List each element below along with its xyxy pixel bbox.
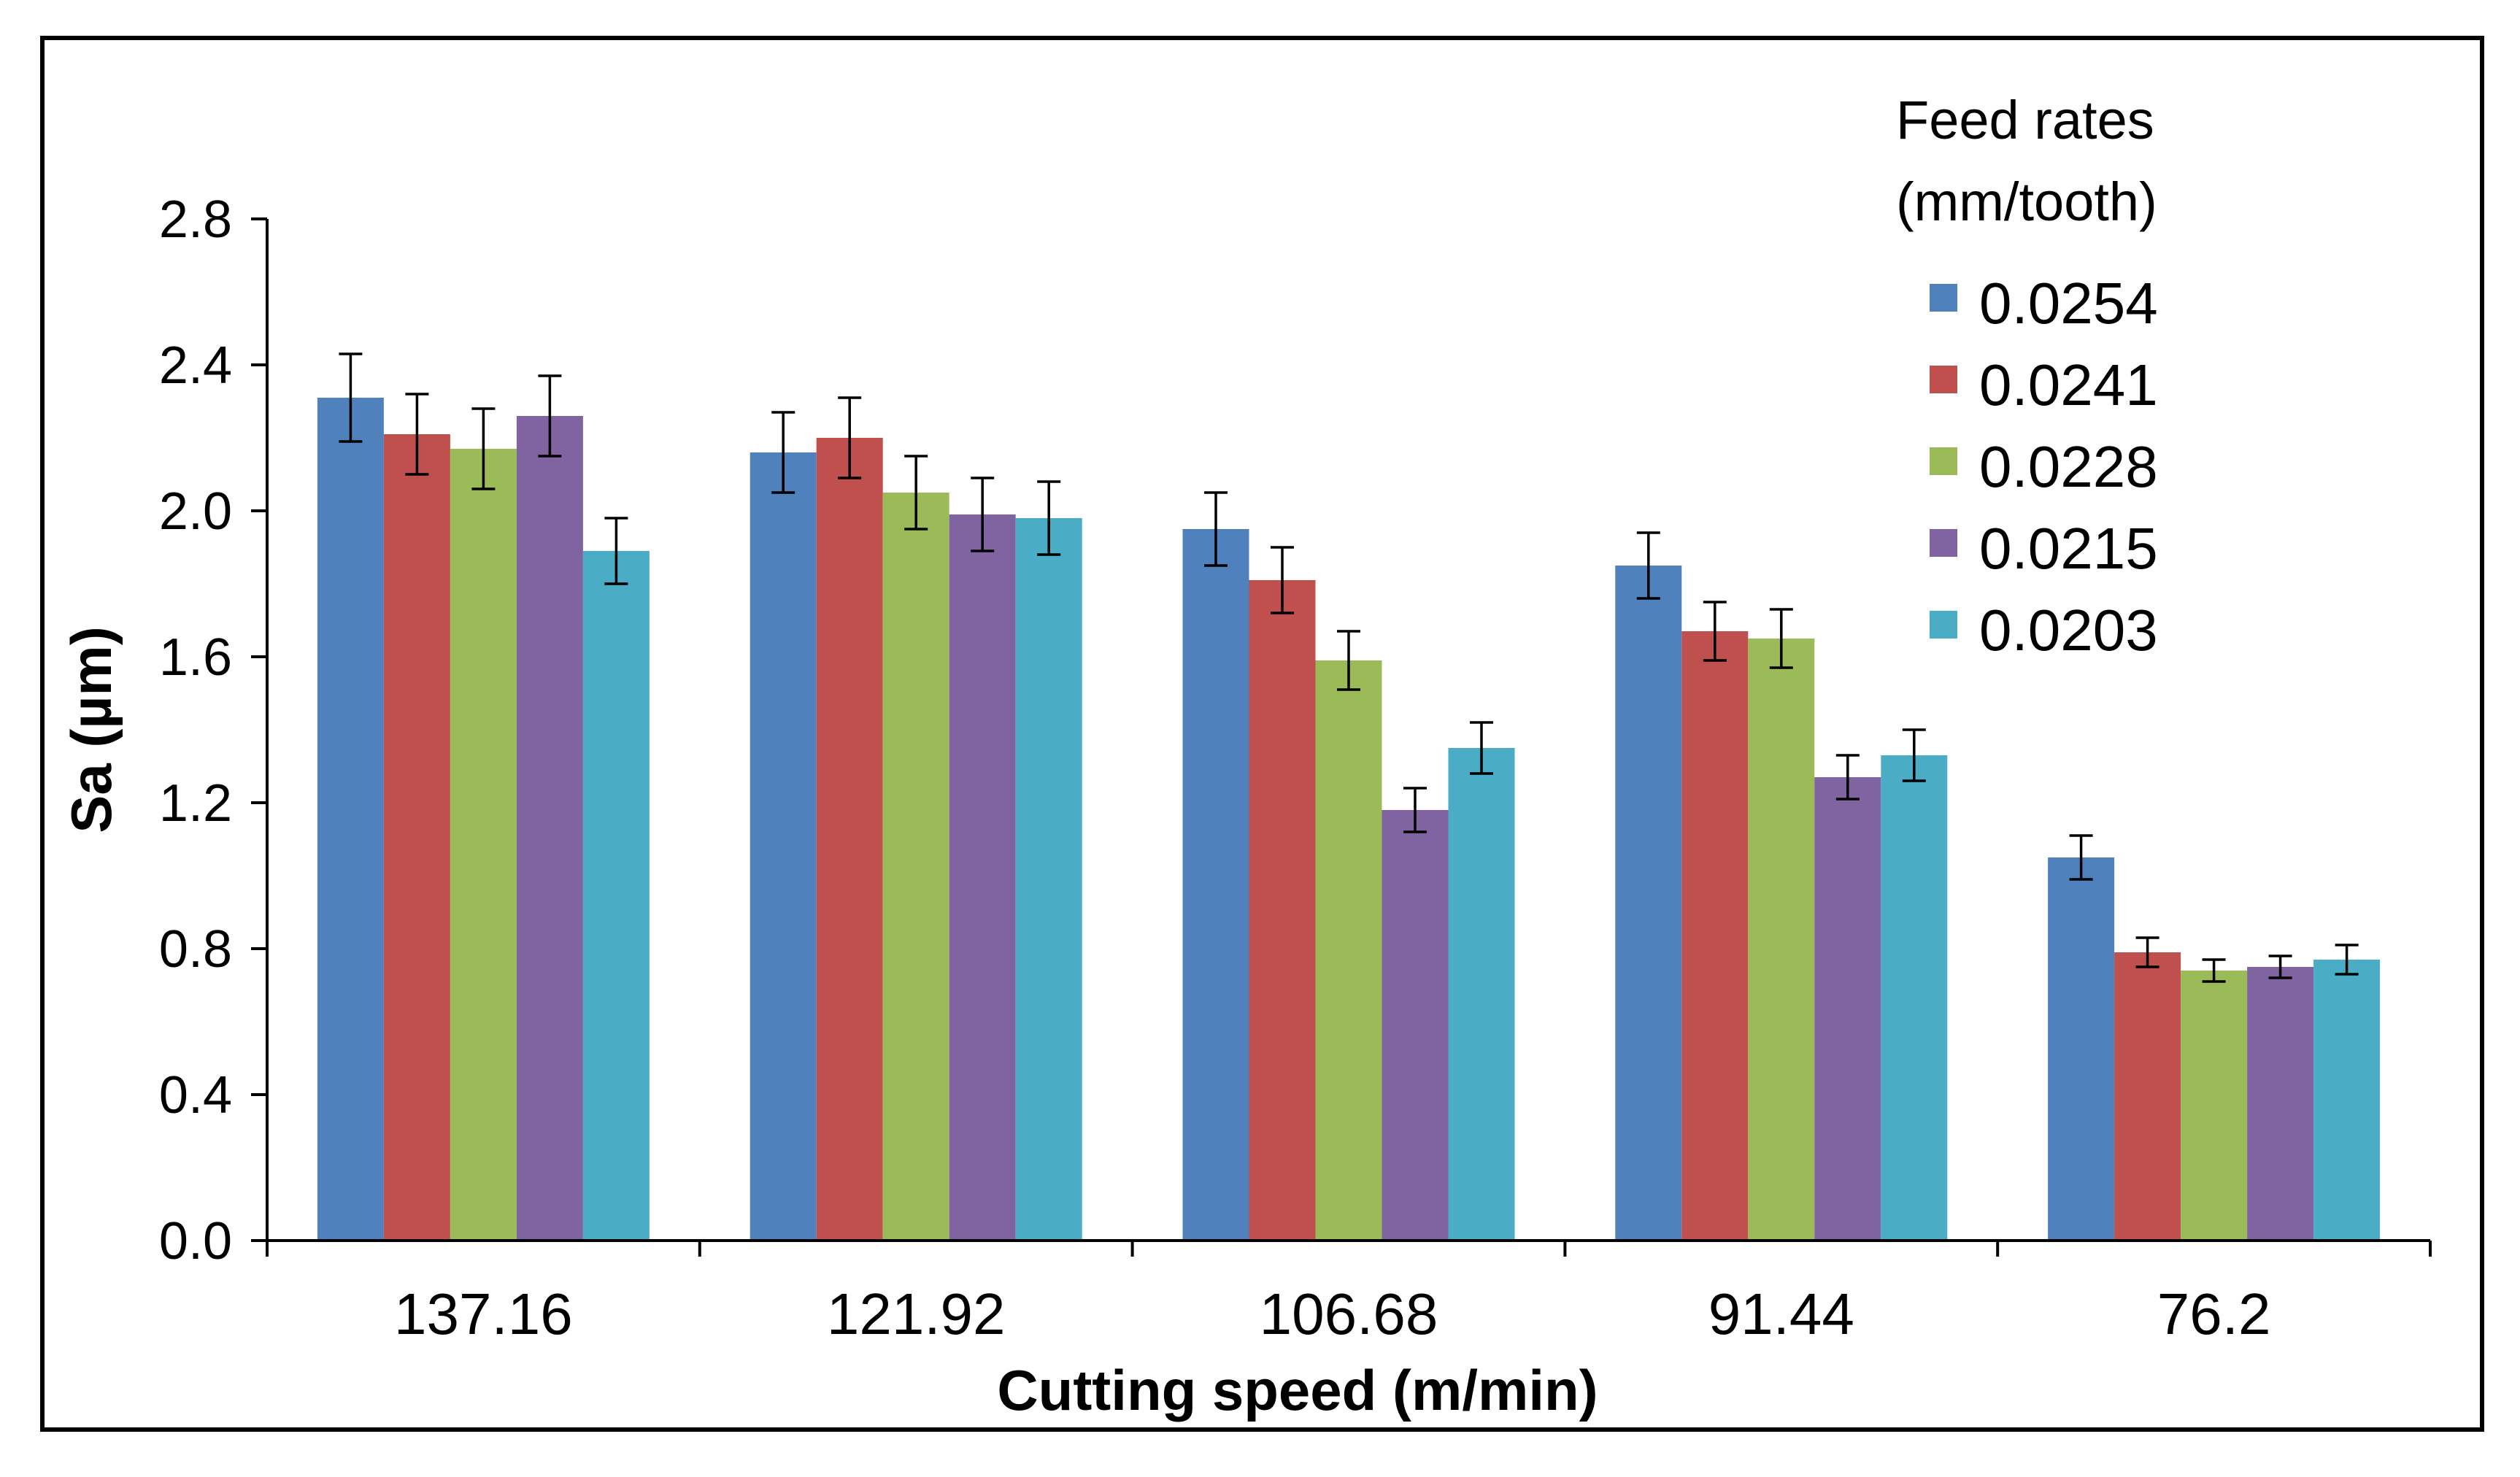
- bar: [882, 493, 949, 1241]
- bar: [1382, 810, 1449, 1241]
- bar: [1249, 580, 1316, 1241]
- legend-title-line2: (mm/tooth): [1896, 171, 2157, 232]
- x-category-label: 76.2: [2157, 1281, 2271, 1346]
- bar: [1182, 529, 1249, 1241]
- y-tick-label: 0.8: [159, 920, 232, 979]
- y-tick-label: 2.4: [159, 336, 232, 395]
- legend-swatch: [1930, 611, 1957, 639]
- bar: [949, 514, 1016, 1241]
- legend-swatch: [1930, 529, 1957, 557]
- bar: [1681, 631, 1749, 1241]
- y-tick-label: 1.2: [159, 774, 232, 833]
- legend-items: 0.0254 0.0241 0.0228 0.0215 0.0203: [1930, 271, 2158, 663]
- x-category-label: 91.44: [1708, 1281, 1854, 1346]
- x-axis-title: Cutting speed (m/min): [997, 1358, 1598, 1422]
- legend-swatch: [1930, 366, 1957, 393]
- y-tick-label: 1.6: [159, 628, 232, 687]
- bar: [2114, 952, 2181, 1241]
- bars-layer: [317, 398, 2381, 1241]
- bar: [516, 416, 583, 1241]
- bar: [2048, 857, 2115, 1241]
- bar: [1448, 748, 1515, 1241]
- bar: [1748, 639, 1815, 1241]
- bar: [1615, 566, 1682, 1241]
- legend-title-line1: Feed rates: [1896, 90, 2154, 150]
- x-ticks: 137.16 121.92 106.68 91.44 76.2: [266, 1241, 2432, 1346]
- x-category-label: 106.68: [1260, 1281, 1438, 1346]
- legend-label: 0.0215: [1979, 516, 2158, 581]
- bar: [1881, 755, 1948, 1241]
- legend-label: 0.0241: [1979, 352, 2158, 417]
- x-category-label: 121.92: [827, 1281, 1006, 1346]
- bar: [2247, 967, 2314, 1241]
- bar: [582, 551, 650, 1241]
- x-category-label: 137.16: [394, 1281, 573, 1346]
- legend-swatch: [1930, 284, 1957, 312]
- error-bars-layer: [339, 352, 2359, 983]
- bar: [816, 438, 883, 1241]
- y-tick-label: 2.0: [159, 482, 232, 541]
- y-tick-label: 2.8: [159, 190, 232, 249]
- y-tick-label: 0.4: [159, 1066, 232, 1125]
- legend-label: 0.0228: [1979, 434, 2158, 499]
- bar: [1814, 777, 1881, 1241]
- legend-label: 0.0254: [1979, 271, 2158, 336]
- legend-label: 0.0203: [1979, 598, 2158, 663]
- y-axis-title: Sa (µm): [59, 626, 123, 833]
- legend-swatch: [1930, 447, 1957, 475]
- bar: [1015, 518, 1082, 1241]
- bar: [2181, 971, 2248, 1241]
- y-tick-label: 0.0: [159, 1212, 232, 1270]
- bar: [750, 452, 817, 1241]
- bar: [317, 398, 384, 1241]
- y-ticks: 0.0 0.4 0.8 1.2 1.6 2.0 2.4 2.8: [159, 190, 267, 1270]
- bar: [450, 449, 517, 1241]
- bar: [383, 434, 450, 1241]
- bar: [1315, 660, 1382, 1241]
- axes-layer: [266, 219, 2430, 1242]
- legend: Feed rates (mm/tooth) 0.0254 0.0241 0.0228…: [1896, 90, 2158, 663]
- bar: [2313, 960, 2381, 1241]
